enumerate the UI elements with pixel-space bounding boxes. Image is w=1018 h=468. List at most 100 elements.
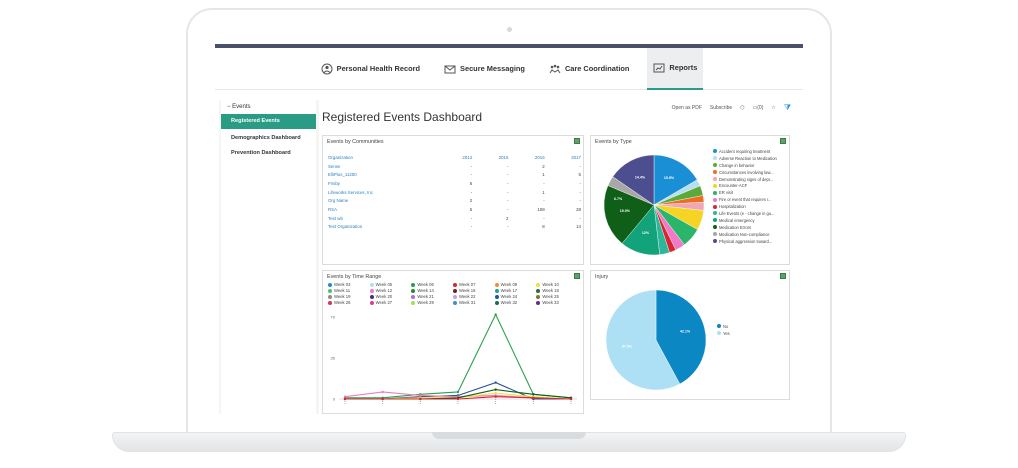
legend-item[interactable]: Week 33	[536, 300, 578, 305]
excel-export-icon[interactable]	[574, 273, 580, 279]
legend-item[interactable]: Week 14	[411, 288, 453, 293]
legend-item[interactable]: Life Events (e - change in gu...	[713, 210, 789, 217]
series-line[interactable]	[345, 313, 572, 399]
legend-item[interactable]: Week 27	[369, 300, 412, 305]
legend-item[interactable]: Week 32	[494, 300, 537, 305]
org-link[interactable]: Test Organization	[328, 224, 363, 230]
y-tick-label: 35	[331, 355, 336, 360]
table-cell: 5	[578, 172, 581, 178]
legend-item[interactable]: Physical aggression toward...	[713, 238, 789, 245]
data-point[interactable]	[569, 397, 573, 401]
legend-item[interactable]: Week 11	[328, 288, 370, 293]
org-link[interactable]: Test wb	[328, 215, 343, 221]
open-pdf-link[interactable]: Open as PDF	[671, 105, 702, 111]
org-link[interactable]: ElliPlus_11250	[328, 172, 357, 178]
org-link[interactable]: Lifeworks Services, Inc	[328, 189, 373, 195]
legend-item[interactable]: Week 20	[369, 294, 412, 299]
legend-item[interactable]: Week 03	[328, 282, 370, 287]
legend-item[interactable]: Hospitalization	[713, 203, 789, 210]
legend-item[interactable]: ER visit	[713, 189, 789, 196]
legend-item[interactable]: Encounter-ACF	[713, 182, 789, 189]
panel-injury: Injury 42.1% 57.9% No Yes	[590, 270, 790, 400]
comment-button[interactable]: ▭(0)	[752, 105, 764, 111]
legend-item[interactable]: Week 18	[536, 288, 578, 293]
legend-item[interactable]: Demonstrating signs of depr...	[713, 176, 789, 183]
legend-item[interactable]: Week 29	[411, 300, 453, 305]
data-point[interactable]	[494, 313, 497, 316]
legend-dot	[328, 282, 332, 287]
data-point[interactable]	[456, 390, 460, 394]
data-point[interactable]	[381, 390, 384, 394]
data-point[interactable]	[381, 397, 384, 401]
legend-item[interactable]: Week 22	[453, 294, 495, 299]
data-point[interactable]	[532, 393, 535, 396]
data-point[interactable]	[419, 397, 422, 401]
nav-label: Care Coordination	[564, 64, 630, 73]
org-link[interactable]: Sense	[328, 163, 341, 169]
data-point[interactable]	[494, 388, 497, 391]
layers-icon[interactable]: ⬡	[740, 105, 745, 111]
pie-slice[interactable]	[603, 185, 655, 244]
legend-item[interactable]: Week 10	[536, 282, 578, 287]
sidebar-item-prevention[interactable]: Prevention Dashboard	[231, 150, 291, 156]
data-point[interactable]	[532, 396, 535, 400]
legend-item[interactable]: Change in behavior	[713, 162, 789, 169]
table-cell: -	[579, 198, 581, 204]
data-point[interactable]	[494, 391, 497, 395]
table-cell: 159	[537, 206, 545, 212]
legend-item[interactable]: Week 24	[494, 294, 537, 299]
data-point[interactable]	[494, 395, 497, 398]
excel-export-icon[interactable]	[780, 273, 786, 279]
org-link[interactable]: Frisby	[328, 180, 340, 186]
table-cell: 1	[542, 172, 545, 178]
legend-item[interactable]: Week 19	[328, 294, 370, 299]
legend-item[interactable]: Circumstances involving law...	[713, 169, 789, 176]
filter-icon[interactable]: ⧩	[783, 103, 791, 112]
data-point[interactable]	[343, 395, 347, 398]
star-icon[interactable]: ☆	[771, 105, 776, 111]
org-link[interactable]: Org Name	[328, 198, 349, 204]
excel-export-icon[interactable]	[574, 138, 580, 144]
org-link[interactable]: RSA	[328, 206, 338, 212]
nav-secure-messaging[interactable]: Secure Messaging	[438, 48, 531, 90]
sidebar-item-demographics[interactable]: Demographics Dashboard	[231, 135, 301, 141]
sidebar-item-registered-events[interactable]: Registered Events Dashboard	[221, 114, 316, 139]
pie-slice[interactable]	[653, 154, 698, 206]
table-cell: -	[506, 224, 509, 230]
nav-care-coordination[interactable]: Care Coordination	[543, 48, 635, 90]
legend-item[interactable]: Accident requiring treatment	[713, 148, 789, 155]
legend-item[interactable]: Medication Errors	[713, 224, 789, 231]
pie-slice[interactable]	[655, 289, 707, 385]
legend-item[interactable]: Week 12	[369, 288, 412, 293]
legend-item[interactable]: Week 09	[494, 282, 537, 287]
subscribe-link[interactable]: Subscribe	[709, 105, 733, 111]
data-point[interactable]	[419, 394, 422, 397]
table-row: Test wb - 2 - -	[326, 214, 583, 223]
legend-item[interactable]: No	[717, 323, 777, 330]
sidebar-group-events[interactable]: − Events	[227, 104, 251, 110]
legend-item[interactable]: Week 26	[328, 300, 370, 305]
legend-item[interactable]: Week 05	[369, 282, 412, 287]
legend-item[interactable]: Week 21	[411, 294, 453, 299]
legend-item[interactable]: Week 31	[453, 300, 495, 305]
data-point[interactable]	[343, 397, 347, 401]
legend-item[interactable]: Yes	[717, 330, 777, 337]
data-point[interactable]	[456, 397, 460, 401]
legend-item[interactable]: Week 16	[453, 288, 495, 293]
time-range-legend: Week 03 Week 05 Week 06 Week 07 Week 09 Week …	[328, 282, 578, 305]
data-point[interactable]	[494, 381, 497, 384]
legend-item[interactable]: Week 17	[494, 288, 537, 293]
legend-item[interactable]: Adverse Reaction to Medication	[713, 155, 789, 162]
legend-item[interactable]: Medical emergency	[713, 217, 789, 224]
excel-export-icon[interactable]	[780, 138, 786, 144]
pie-slice[interactable]	[612, 154, 655, 206]
pie-slice[interactable]	[605, 289, 681, 391]
nav-reports[interactable]: Reports	[647, 47, 704, 90]
legend-item[interactable]: Medication Non-compliance	[713, 231, 789, 238]
legend-label: Week 21	[417, 294, 434, 299]
nav-personal-health-record[interactable]: Personal Health Record	[315, 48, 426, 90]
legend-item[interactable]: Week 06	[411, 282, 453, 287]
legend-item[interactable]: Fire or event that requires r...	[713, 196, 789, 203]
legend-item[interactable]: Week 25	[536, 294, 578, 299]
legend-item[interactable]: Week 07	[453, 282, 495, 287]
